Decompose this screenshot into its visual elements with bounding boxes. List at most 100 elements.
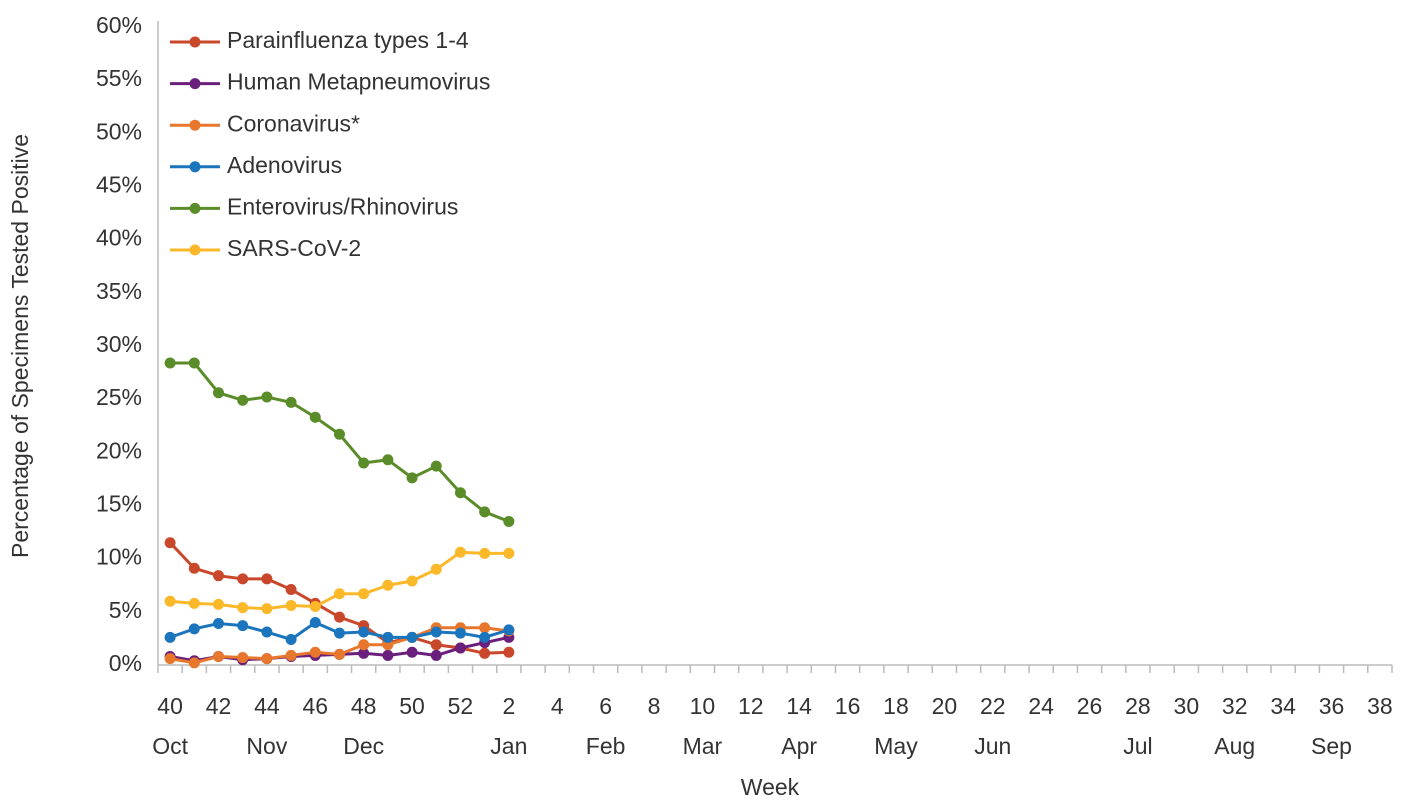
series-line [170, 361, 510, 523]
x-tick-label: 48 [351, 693, 377, 719]
data-point [454, 642, 466, 654]
data-point [333, 588, 345, 600]
data-point [382, 454, 394, 466]
y-tick-label: 35% [96, 278, 142, 304]
y-tick-label: 10% [96, 544, 142, 570]
data-point [358, 457, 370, 469]
data-point [503, 646, 515, 658]
data-point [479, 547, 491, 559]
data-point [358, 626, 370, 638]
data-point [479, 647, 491, 659]
data-point [188, 562, 200, 574]
data-point [333, 627, 345, 639]
data-point [503, 547, 515, 559]
legend-label: Enterovirus/Rhinovirus [227, 193, 458, 219]
legend-label: Parainfluenza types 1-4 [227, 27, 469, 53]
x-tick-label: 38 [1367, 693, 1393, 719]
data-point [237, 394, 249, 406]
data-point [261, 626, 273, 638]
x-tick-label: 30 [1174, 693, 1200, 719]
x-tick-label: 12 [738, 693, 764, 719]
x-tick-label: 46 [302, 693, 328, 719]
data-point [382, 649, 394, 661]
data-point [382, 631, 394, 643]
data-point [358, 639, 370, 651]
data-point [164, 357, 176, 369]
x-tick-label: 26 [1077, 693, 1103, 719]
y-tick-label: 50% [96, 118, 142, 144]
data-point [333, 611, 345, 623]
x-tick-label: 36 [1319, 693, 1345, 719]
data-point [309, 601, 321, 613]
y-tick-label: 20% [96, 437, 142, 463]
data-point [164, 595, 176, 607]
x-tick-label: 18 [883, 693, 909, 719]
x-tick-label: 22 [980, 693, 1006, 719]
x-tick-label: 4 [551, 693, 564, 719]
legend-marker [189, 202, 201, 214]
data-point [261, 391, 273, 403]
data-point [237, 652, 249, 664]
legend-marker [189, 161, 201, 173]
data-point [454, 546, 466, 558]
data-point [430, 626, 442, 638]
x-tick-label: 14 [786, 693, 812, 719]
x-tick-label: 24 [1028, 693, 1054, 719]
data-point [212, 570, 224, 582]
x-tick-label: 34 [1270, 693, 1296, 719]
data-point [454, 627, 466, 639]
month-label: Jan [490, 733, 527, 759]
data-point [406, 646, 418, 658]
data-point [406, 631, 418, 643]
data-point [479, 622, 491, 634]
data-point [212, 387, 224, 399]
legend-label: Coronavirus* [227, 110, 360, 136]
data-point [261, 653, 273, 665]
data-point [479, 631, 491, 643]
legend-marker [189, 78, 201, 90]
month-label: Feb [586, 733, 626, 759]
data-point [430, 649, 442, 661]
x-axis-title: Week [741, 774, 800, 800]
y-tick-label: 30% [96, 331, 142, 357]
x-tick-label: 42 [206, 693, 232, 719]
legend-label: Human Metapneumovirus [227, 69, 490, 95]
data-point [406, 575, 418, 587]
legend-marker [189, 244, 201, 256]
legend-label: Adenovirus [227, 152, 342, 178]
x-tick-label: 32 [1222, 693, 1248, 719]
legend-marker [189, 36, 201, 48]
y-tick-label: 0% [109, 650, 142, 676]
data-point [358, 647, 370, 659]
y-tick-label: 40% [96, 225, 142, 251]
data-point [333, 428, 345, 440]
month-label: Dec [343, 733, 384, 759]
data-point [285, 396, 297, 408]
legend-marker [189, 119, 201, 131]
data-point [382, 579, 394, 591]
data-point [188, 357, 200, 369]
x-tick-label: 40 [157, 693, 183, 719]
data-point [285, 584, 297, 596]
y-tick-label: 15% [96, 491, 142, 517]
data-point [237, 602, 249, 614]
data-point [503, 515, 515, 527]
month-label: Sep [1311, 733, 1352, 759]
data-point [261, 573, 273, 585]
x-tick-label: 10 [690, 693, 716, 719]
data-point [212, 618, 224, 630]
data-point [430, 639, 442, 651]
data-point [164, 537, 176, 549]
data-point [358, 588, 370, 600]
data-point [212, 650, 224, 662]
data-point [479, 506, 491, 518]
month-label: Nov [246, 733, 287, 759]
data-point [309, 411, 321, 423]
data-point [503, 624, 515, 636]
month-label: Jul [1123, 733, 1152, 759]
month-label: May [874, 733, 918, 759]
month-label: Apr [781, 733, 817, 759]
y-tick-label: 55% [96, 65, 142, 91]
month-label: Aug [1214, 733, 1255, 759]
